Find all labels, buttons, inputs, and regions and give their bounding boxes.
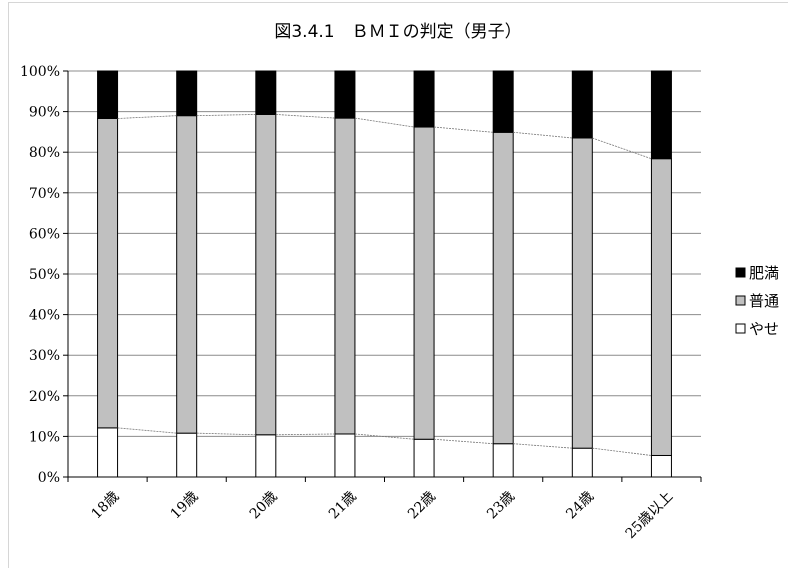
x-tick-label: 18歳 xyxy=(89,489,123,523)
bar-segment xyxy=(572,448,592,477)
bar-segment xyxy=(651,159,671,456)
bar-segment xyxy=(572,71,592,138)
bar-segment xyxy=(177,71,197,116)
legend-label: 普通 xyxy=(749,292,779,310)
bar-segment xyxy=(651,71,671,159)
series-line xyxy=(355,118,414,127)
bar-segment xyxy=(177,433,197,477)
y-axis-ticks: 0% 10% 20% 30% 40% 50% 60% 70% 80% 90% 100% xyxy=(20,64,68,486)
legend-label: やせ xyxy=(749,320,779,338)
legend-swatch xyxy=(736,324,745,333)
bar-segment xyxy=(493,71,513,132)
chart-title: 図3.4.1 ＢＭＩの判定（男子） xyxy=(274,22,521,42)
bar-segment xyxy=(335,71,355,118)
y-tick-label: 40% xyxy=(29,308,60,324)
series-line xyxy=(276,114,335,118)
legend-swatch xyxy=(736,268,745,277)
x-tick-label: 20歳 xyxy=(247,489,281,523)
legend-swatch xyxy=(736,296,745,305)
bar-segment xyxy=(98,119,118,428)
y-tick-label: 60% xyxy=(29,226,60,242)
series-lines xyxy=(118,114,652,455)
y-tick-label: 20% xyxy=(29,389,60,405)
legend-label: 肥満 xyxy=(749,264,779,282)
bar-segment xyxy=(256,114,276,434)
series-line xyxy=(434,127,493,132)
y-tick-label: 30% xyxy=(29,348,60,364)
bar-segment xyxy=(572,138,592,448)
x-tick-label: 19歳 xyxy=(168,489,202,523)
bar-segment xyxy=(651,455,671,477)
bar-segment xyxy=(256,71,276,114)
x-tick-label: 21歳 xyxy=(326,489,360,523)
bar-segment xyxy=(414,71,434,127)
bar-segment xyxy=(98,71,118,119)
series-line xyxy=(434,439,493,443)
gridlines xyxy=(68,71,701,436)
series-line xyxy=(592,138,651,159)
y-tick-label: 50% xyxy=(29,267,60,283)
bar-segment xyxy=(256,435,276,477)
series-line xyxy=(197,114,256,115)
bar-segment xyxy=(98,428,118,477)
series-line xyxy=(513,132,572,138)
x-tick-label: 25歳以上 xyxy=(623,489,677,543)
bar-segment xyxy=(335,434,355,477)
bar-segment xyxy=(335,118,355,434)
series-line xyxy=(118,116,177,119)
x-tick-label: 24歳 xyxy=(563,489,597,523)
y-tick-label: 90% xyxy=(29,105,60,121)
y-tick-label: 0% xyxy=(38,470,60,486)
series-line xyxy=(197,433,256,435)
bar-segment xyxy=(493,444,513,477)
bar-segment xyxy=(493,132,513,443)
bar-segment xyxy=(414,439,434,477)
x-tick-label: 23歳 xyxy=(484,489,518,523)
series-line xyxy=(118,428,177,433)
x-axis-ticks: 18歳 19歳 20歳 21歳 22歳 23歳 24歳 25歳以上 xyxy=(68,477,701,542)
series-line xyxy=(592,448,651,455)
y-tick-label: 80% xyxy=(29,145,60,161)
y-tick-label: 70% xyxy=(29,186,60,202)
y-tick-label: 100% xyxy=(20,64,60,80)
series-line xyxy=(276,434,335,435)
series-line xyxy=(513,444,572,448)
bar-segment xyxy=(414,127,434,439)
x-tick-label: 22歳 xyxy=(405,489,439,523)
bar-segment xyxy=(177,116,197,433)
y-tick-label: 10% xyxy=(29,429,60,445)
